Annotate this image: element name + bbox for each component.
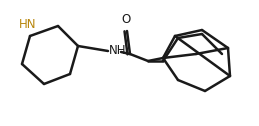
Text: HN: HN: [19, 18, 37, 31]
Text: NH: NH: [109, 43, 126, 56]
Text: O: O: [121, 13, 131, 26]
